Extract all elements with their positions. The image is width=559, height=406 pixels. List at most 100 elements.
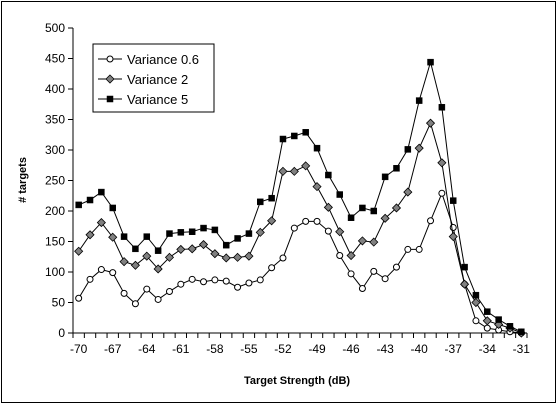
data-point (109, 269, 117, 277)
x-tick-label: -64 (138, 342, 156, 356)
data-point (177, 229, 185, 236)
y-tick-label: 0 (58, 326, 65, 340)
data-point (279, 254, 287, 262)
data-point (143, 233, 151, 240)
data-point (483, 324, 491, 332)
y-tick-label: 500 (45, 21, 65, 35)
data-point (324, 227, 332, 235)
data-point (268, 264, 276, 272)
data-point (86, 275, 94, 283)
data-point (391, 203, 402, 213)
x-tick-label: -58 (206, 342, 224, 356)
legend-label: Variance 5 (127, 92, 188, 107)
data-point (176, 244, 186, 254)
data-point (357, 236, 367, 246)
data-point (142, 251, 152, 261)
data-point (336, 191, 343, 198)
series-layer (74, 58, 526, 338)
data-point (187, 244, 197, 254)
legend-item: Variance 5 (98, 92, 188, 107)
data-point (472, 291, 480, 299)
data-point (211, 226, 219, 234)
x-tick-label: -55 (240, 342, 258, 356)
data-point (302, 129, 309, 136)
data-point (438, 189, 446, 197)
data-point (97, 266, 105, 274)
y-tick-label: 200 (45, 204, 65, 218)
data-point (245, 279, 253, 287)
x-tick-label: -49 (308, 342, 326, 356)
data-point (346, 250, 356, 261)
data-point (222, 277, 230, 285)
data-point (188, 228, 196, 235)
x-tick-label: -34 (479, 342, 497, 356)
data-point (164, 252, 175, 262)
legend-label: Variance 0.6 (127, 52, 199, 67)
data-point (313, 217, 321, 225)
data-point (448, 232, 458, 242)
data-point (165, 288, 173, 296)
data-point (437, 158, 447, 168)
data-point (130, 260, 140, 270)
legend-item: Variance 2 (98, 72, 188, 87)
data-point (109, 204, 116, 212)
data-point (268, 194, 275, 202)
data-point (233, 252, 243, 262)
series-line (78, 191, 522, 334)
data-point (279, 135, 287, 143)
data-point (85, 230, 95, 240)
data-point (234, 235, 241, 242)
x-tick-label: -37 (445, 342, 463, 356)
data-point (425, 118, 436, 128)
data-point (75, 201, 82, 209)
data-point (302, 217, 310, 225)
x-axis-label: Target Strength (dB) (244, 375, 350, 387)
data-point (131, 300, 139, 308)
data-point (359, 204, 366, 212)
data-point (472, 317, 480, 325)
data-point (108, 232, 118, 242)
data-point (222, 241, 230, 249)
data-point (313, 144, 321, 152)
data-point (370, 207, 378, 215)
y-tick-label: 50 (52, 296, 66, 310)
data-point (323, 202, 333, 212)
data-point (188, 275, 196, 283)
legend: Variance 0.6 Variance 2 Variance 5 (92, 43, 215, 113)
data-point (166, 230, 173, 237)
data-point (234, 283, 242, 291)
data-point (471, 297, 481, 308)
data-point (415, 97, 423, 104)
legend-item: Variance 0.6 (98, 52, 199, 67)
data-point (335, 227, 345, 237)
data-point (415, 245, 423, 253)
data-point (75, 294, 83, 302)
data-point (267, 216, 277, 226)
y-tick-label: 350 (45, 113, 65, 127)
data-point (290, 224, 298, 232)
data-point (256, 276, 264, 284)
data-point (106, 55, 114, 63)
data-point (404, 245, 412, 253)
data-point (381, 173, 389, 181)
series-line (78, 121, 522, 334)
y-tick-label: 300 (45, 143, 65, 157)
y-tick-label: 150 (45, 235, 65, 249)
data-point (358, 284, 366, 292)
data-point (98, 188, 105, 196)
data-point (336, 252, 344, 260)
data-point (154, 247, 162, 254)
data-point (506, 323, 514, 330)
x-tick-label: -46 (342, 342, 360, 356)
y-tick-label: 400 (45, 82, 65, 96)
data-point (289, 166, 299, 176)
y-tick-label: 100 (45, 265, 65, 279)
data-point (427, 58, 434, 66)
data-point (86, 196, 94, 204)
data-point (255, 227, 265, 237)
data-point (200, 278, 208, 286)
data-point (105, 74, 115, 84)
data-point (461, 263, 468, 271)
series-1 (75, 189, 525, 337)
